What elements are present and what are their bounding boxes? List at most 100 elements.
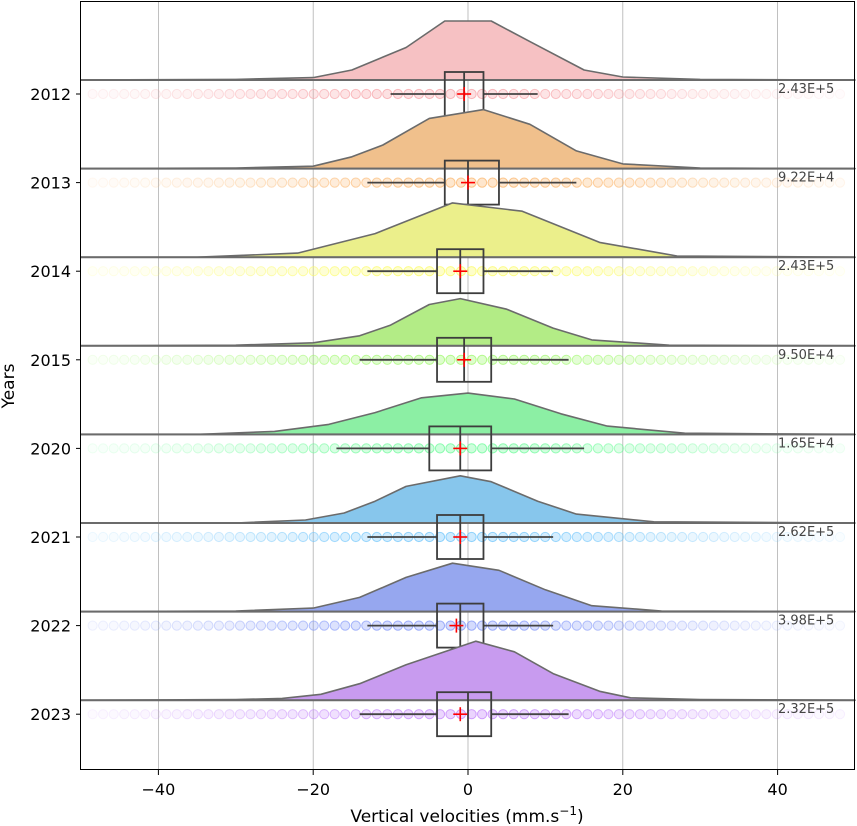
rain-point — [466, 620, 477, 631]
rain-point — [813, 531, 825, 543]
rain-point — [108, 443, 119, 454]
rain-point — [308, 266, 319, 277]
rain-point — [203, 266, 214, 277]
y-tick-label: 2023 — [30, 705, 71, 724]
rain-point — [708, 443, 719, 454]
rain-point — [561, 620, 572, 631]
rain-point — [119, 443, 130, 454]
rain-point — [171, 88, 182, 100]
rain-point — [234, 266, 246, 277]
rain-point — [729, 88, 740, 100]
rain-point — [340, 620, 351, 631]
rain-point — [140, 709, 151, 720]
rain-point — [224, 443, 235, 454]
rain-point — [255, 354, 267, 365]
rain-point — [824, 620, 835, 631]
rain-point — [329, 620, 340, 631]
rain-point — [319, 88, 330, 100]
rain-point — [213, 88, 224, 100]
rain-point — [645, 443, 656, 454]
rain-point — [708, 531, 719, 543]
rain-point — [582, 177, 593, 188]
x-axis-label: Vertical velocities (mm.s−1) — [350, 804, 583, 826]
rain-point — [740, 177, 751, 188]
rain-point — [813, 177, 825, 188]
rain-point — [108, 88, 119, 100]
rain-point — [319, 354, 330, 365]
rain-point — [245, 354, 256, 365]
rain-point — [803, 443, 814, 454]
rain-point — [761, 177, 772, 188]
rain-point — [813, 620, 825, 631]
rain-point — [698, 354, 709, 365]
rain-point — [634, 443, 646, 454]
rain-point — [561, 531, 572, 543]
rain-point — [245, 443, 256, 454]
rain-point — [550, 88, 561, 100]
density-cloud — [80, 475, 856, 524]
rain-point — [792, 266, 804, 277]
rain-point — [613, 443, 625, 454]
rain-point — [803, 88, 814, 100]
rain-point — [445, 88, 456, 100]
rain-point — [224, 531, 235, 543]
rain-point — [729, 354, 740, 365]
rain-point — [687, 709, 698, 720]
rain-point — [708, 354, 719, 365]
rain-point — [677, 88, 688, 100]
rain-point — [182, 354, 193, 365]
rain-point — [582, 266, 593, 277]
y-tick-label: 2014 — [30, 262, 71, 281]
rain-point — [834, 709, 846, 720]
rain-point — [834, 531, 846, 543]
year-row-2020: 1.65E+4 — [80, 392, 856, 472]
rain-point — [203, 620, 214, 631]
y-axis-label: Years — [0, 363, 19, 409]
rain-point — [308, 88, 319, 100]
rain-point — [645, 709, 656, 720]
rain-point — [592, 266, 604, 277]
rain-point — [287, 620, 298, 631]
rain-point — [729, 177, 740, 188]
rain-point — [645, 88, 656, 100]
rain-point — [719, 354, 730, 365]
x-tick-label: 40 — [767, 780, 787, 799]
rain-point — [308, 177, 319, 188]
rain-point — [792, 88, 804, 100]
rain-point — [287, 266, 298, 277]
rain-point — [266, 177, 277, 188]
rain-point — [571, 709, 582, 720]
rain-point — [224, 88, 235, 100]
rain-point — [582, 531, 593, 543]
rain-point — [287, 88, 298, 100]
rain-point — [729, 266, 740, 277]
rain-point — [624, 266, 635, 277]
count-label: 2.32E+5 — [778, 702, 834, 717]
rain-point — [98, 354, 109, 365]
rain-point — [203, 531, 214, 543]
rain-point — [582, 88, 593, 100]
rain-point — [666, 531, 677, 543]
rain-point — [308, 531, 319, 543]
rain-point — [298, 443, 309, 454]
rain-point — [171, 531, 182, 543]
year-row-2023: 2.32E+5 — [80, 640, 856, 738]
rain-point — [182, 266, 193, 277]
rain-point — [234, 354, 246, 365]
rain-point — [192, 266, 203, 277]
rain-point — [266, 88, 277, 100]
rain-point — [119, 354, 130, 365]
rain-point — [677, 709, 688, 720]
rain-point — [98, 266, 109, 277]
rain-point — [340, 354, 351, 365]
rain-point — [245, 88, 256, 100]
rain-point — [255, 620, 267, 631]
rain-point — [308, 443, 319, 454]
y-tick-label: 2015 — [30, 351, 71, 370]
count-label: 2.43E+5 — [778, 259, 834, 274]
rain-point — [224, 354, 235, 365]
rain-point — [750, 88, 761, 100]
rain-point — [192, 531, 203, 543]
rain-point — [613, 266, 625, 277]
rain-point — [192, 177, 203, 188]
